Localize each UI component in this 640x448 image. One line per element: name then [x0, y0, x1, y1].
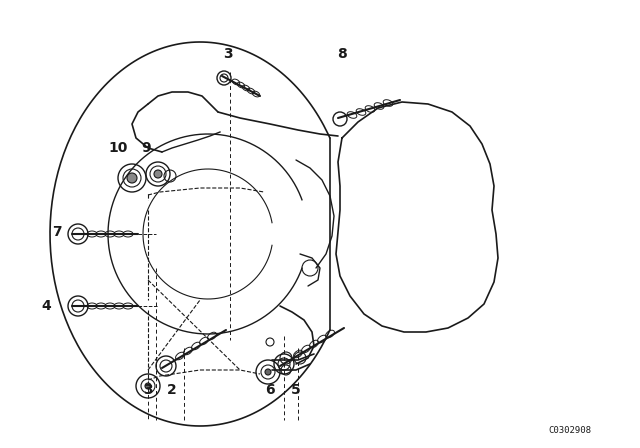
Circle shape — [154, 170, 162, 178]
Text: 9: 9 — [141, 141, 151, 155]
Text: 10: 10 — [108, 141, 128, 155]
Text: 6: 6 — [265, 383, 275, 397]
Text: C0302908: C0302908 — [548, 426, 591, 435]
Text: 7: 7 — [52, 225, 62, 239]
Text: 2: 2 — [167, 383, 177, 397]
Text: 8: 8 — [337, 47, 347, 61]
Circle shape — [265, 369, 271, 375]
Text: 5: 5 — [291, 383, 301, 397]
Text: 3: 3 — [223, 47, 233, 61]
Circle shape — [127, 173, 137, 183]
Text: 3: 3 — [143, 383, 153, 397]
Circle shape — [145, 383, 151, 389]
Text: 4: 4 — [41, 299, 51, 313]
